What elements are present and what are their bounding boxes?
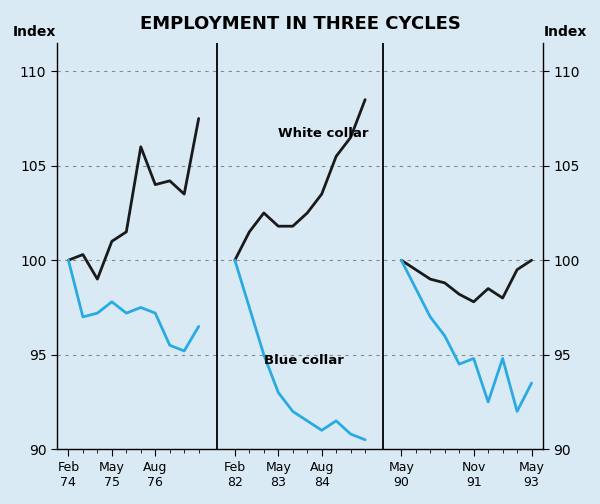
Text: Index: Index — [13, 25, 56, 39]
Text: Index: Index — [544, 25, 587, 39]
Text: White collar: White collar — [278, 128, 369, 141]
Title: EMPLOYMENT IN THREE CYCLES: EMPLOYMENT IN THREE CYCLES — [140, 15, 460, 33]
Text: Blue collar: Blue collar — [264, 354, 344, 367]
